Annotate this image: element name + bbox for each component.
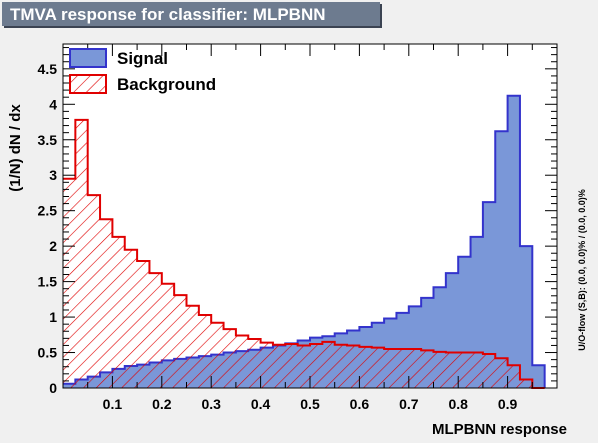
x-tick-label: 0.7 [399, 396, 419, 412]
y-tick-label: 3.5 [38, 132, 58, 148]
axes: 0.1 0.2 0.3 0.4 0.5 0.6 0.7 0.8 0.9 0 0.5 1 1.5 2 2.5 3… [38, 44, 557, 412]
overflow-note: U/O-flow (S,B): (0.0, 0.0)% / (0.0, 0.0)… [577, 189, 587, 351]
y-tick-label: 2.5 [38, 203, 58, 219]
y-tick-label: 4.5 [38, 61, 58, 77]
x-tick-label: 0.6 [350, 396, 370, 412]
legend-label-signal: Signal [117, 49, 168, 68]
x-tick-label: 0.8 [448, 396, 468, 412]
background-outline [63, 118, 545, 389]
y-tick-label: 1 [49, 309, 57, 325]
legend-swatch-background [69, 74, 107, 94]
signal-fill [63, 95, 545, 389]
x-tick-label: 0.3 [201, 396, 221, 412]
x-tick-label: 0.9 [498, 396, 518, 412]
x-tick-label: 0.4 [251, 396, 271, 412]
x-tick-label: 0.5 [300, 396, 320, 412]
legend-label-background: Background [117, 75, 216, 94]
y-tick-label: 3 [49, 167, 57, 183]
y-tick-label: 4 [49, 96, 57, 112]
background-histogram [63, 118, 545, 389]
y-tick-label: 1.5 [38, 274, 58, 290]
chart-title-box: TMVA response for classifier: MLPBNN [2, 2, 380, 26]
legend-swatch-signal [69, 48, 107, 68]
y-tick-label: 2 [49, 238, 57, 254]
legend: Signal Background [69, 48, 216, 94]
x-tick-label: 0.1 [103, 396, 123, 412]
y-tick-label: 0 [49, 380, 57, 396]
background-fill [63, 119, 545, 388]
x-tick-label: 0.2 [152, 396, 172, 412]
y-tick-label: 0.5 [38, 345, 58, 361]
chart-title: TMVA response for classifier: MLPBNN [10, 5, 326, 24]
y-axis-title: (1/N) dN / dx [7, 104, 24, 192]
x-axis-title: MLPBNN response [432, 421, 567, 438]
